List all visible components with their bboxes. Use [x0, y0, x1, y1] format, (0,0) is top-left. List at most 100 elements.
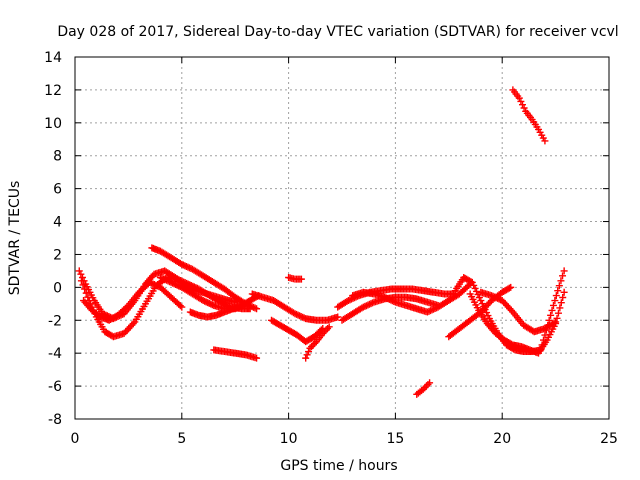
data-point [164, 277, 172, 285]
data-point [557, 277, 565, 285]
data-point [491, 293, 499, 301]
data-point [159, 275, 167, 283]
data-point [166, 278, 174, 286]
data-point [293, 310, 301, 318]
y-axis-label: SDTVAR / TECUs [7, 181, 23, 296]
data-point [204, 299, 212, 307]
data-point [430, 305, 438, 313]
data-point [517, 97, 525, 105]
data-point [325, 323, 333, 331]
data-point [178, 260, 186, 268]
data-point [291, 310, 299, 318]
y-tick-label: 0 [53, 280, 62, 296]
data-point [253, 354, 261, 362]
plot-frame [74, 56, 610, 420]
y-tick-label: 14 [44, 50, 62, 66]
data-point [467, 278, 475, 286]
x-tick-labels: 0 5 10 15 20 25 [71, 431, 618, 447]
data-point [178, 303, 186, 311]
data-point [344, 297, 352, 305]
data-point [82, 289, 90, 297]
y-tick-label: -8 [48, 412, 62, 428]
data-point [297, 313, 305, 321]
data-point [551, 297, 559, 305]
data-point [250, 303, 258, 311]
data-point [202, 298, 210, 306]
data-point [423, 308, 431, 316]
y-tick-label: 6 [53, 182, 62, 198]
data-point [553, 314, 561, 322]
data-point [167, 278, 175, 286]
data-point [176, 302, 184, 310]
data-point [299, 313, 307, 321]
x-tick-label: 15 [386, 431, 404, 447]
series-track-19 [477, 288, 560, 336]
data-point [175, 276, 183, 284]
data-point [489, 292, 497, 300]
y-tick-label: 10 [44, 116, 62, 132]
data-point [556, 304, 564, 312]
x-tick-label: 10 [280, 431, 298, 447]
data-point [158, 274, 166, 282]
data-point [347, 295, 355, 303]
data-point [494, 294, 502, 302]
data-point [78, 273, 86, 281]
data-point [559, 272, 567, 280]
data-point [364, 301, 372, 309]
data-point [182, 262, 190, 270]
data-point [548, 306, 556, 314]
data-point [208, 301, 216, 309]
data-point [177, 277, 185, 285]
data-point [303, 351, 311, 359]
data-point [557, 299, 565, 307]
data-point [382, 294, 390, 302]
data-point [84, 293, 92, 301]
data-point [79, 281, 87, 289]
data-point [387, 296, 395, 304]
data-point [199, 297, 207, 305]
x-tick-label: 0 [71, 431, 80, 447]
data-point [173, 281, 181, 289]
data-point [150, 281, 158, 289]
data-point [297, 275, 305, 283]
data-point [560, 288, 568, 296]
data-point [77, 270, 85, 278]
x-tick-label: 5 [177, 431, 186, 447]
data-point [183, 279, 191, 287]
series-track-20 [509, 86, 549, 145]
y-tick-label: 8 [53, 149, 62, 165]
data-point [359, 303, 367, 311]
data-point [187, 281, 195, 289]
series-track-14 [349, 280, 474, 316]
data-point [170, 280, 178, 288]
data-point [515, 94, 523, 102]
data-point [169, 279, 177, 287]
data-point [181, 262, 189, 270]
data-point [161, 276, 169, 284]
data-point [77, 277, 85, 285]
data-point [492, 294, 500, 302]
data-point [495, 295, 503, 303]
data-point [75, 267, 83, 275]
data-point [431, 305, 439, 313]
data-point [549, 301, 557, 309]
data-point [153, 282, 161, 290]
data-point [554, 309, 562, 317]
x-tick-label: 20 [493, 431, 511, 447]
data-point [300, 314, 308, 322]
data-point [186, 281, 194, 289]
data-point [541, 137, 549, 145]
data-point [253, 305, 261, 313]
data-point [388, 297, 396, 305]
data-point [179, 261, 187, 269]
data-point [190, 283, 198, 291]
data-point [554, 287, 562, 295]
data-point [369, 299, 377, 307]
data-point [185, 264, 193, 272]
data-point [560, 267, 568, 275]
data-point [174, 275, 182, 283]
data-point [184, 280, 192, 288]
data-point [156, 273, 164, 281]
